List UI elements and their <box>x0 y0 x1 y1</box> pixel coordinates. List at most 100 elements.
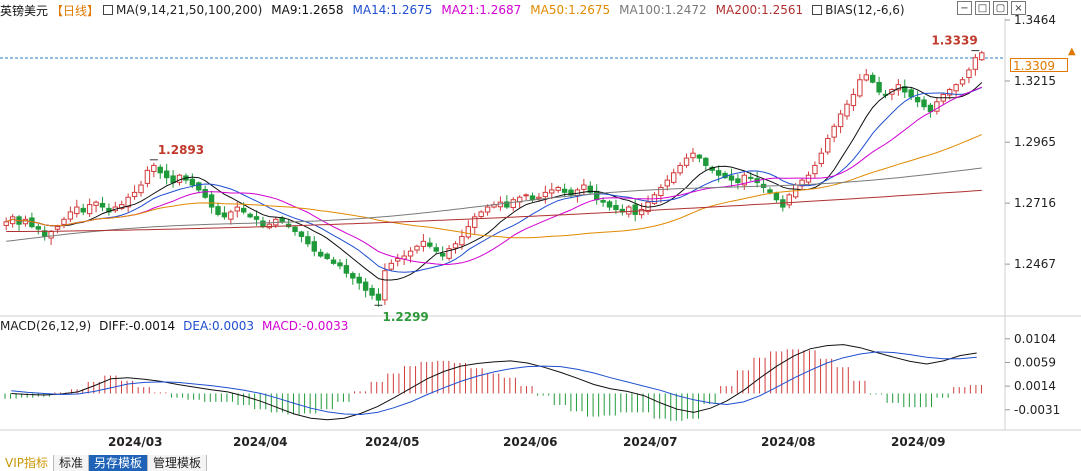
macd-dea: DEA:0.0003 <box>183 319 255 333</box>
candle-body <box>844 103 850 117</box>
candle-body <box>767 189 773 193</box>
ma100-line <box>6 167 982 242</box>
tab-standard[interactable]: 标准 <box>54 455 90 471</box>
bias-toggle-icon[interactable] <box>812 5 823 15</box>
candle-body <box>253 216 260 220</box>
period-selector[interactable]: 【日线】 <box>51 3 100 18</box>
candle-body <box>163 170 170 179</box>
candle-body <box>748 176 754 179</box>
candle-body <box>946 89 953 96</box>
candle-body <box>927 104 934 113</box>
candle-body <box>151 164 157 172</box>
macd-tick-label: 0.0059 <box>1014 355 1056 369</box>
candle-body <box>375 293 382 301</box>
candle-body <box>298 231 305 237</box>
jump-latest-icon[interactable]: ▲ <box>1068 46 1076 57</box>
ma-params[interactable]: MA(9,14,21,50,100,200) <box>116 3 263 17</box>
date-label: 2024/05 <box>365 435 419 449</box>
candle-body <box>420 240 427 247</box>
candle-body <box>953 84 959 92</box>
candle-body <box>131 191 138 198</box>
candle-body <box>119 204 125 209</box>
extreme-label: 1.2893 <box>158 143 204 157</box>
candle-body <box>407 250 414 257</box>
candle-body <box>202 189 208 198</box>
candle-body <box>318 251 324 257</box>
candle-body <box>330 259 337 264</box>
extreme-label: 1.2299 <box>382 310 428 324</box>
ma21-value: MA21:1.2687 <box>441 3 522 17</box>
tab-save-template[interactable]: 另存模板 <box>89 455 149 471</box>
candle-body <box>979 52 985 61</box>
date-label: 2024/04 <box>233 435 287 449</box>
candle-body <box>234 206 240 212</box>
price-tick-label: 1.2965 <box>1014 135 1056 149</box>
candle-body <box>221 212 228 218</box>
candle-body <box>395 257 401 262</box>
symbol-name: 英镑美元 <box>0 3 49 18</box>
close-icon[interactable]: × <box>1011 1 1026 15</box>
candle-body <box>683 157 690 166</box>
ma200-value: MA200:1.2561 <box>715 3 804 17</box>
candle-body <box>196 182 202 191</box>
macd-params[interactable]: MACD(26,12,9) <box>0 319 92 333</box>
candle-body <box>593 190 600 201</box>
restore-icon[interactable]: ▢ <box>993 1 1008 15</box>
candle-body <box>472 216 478 228</box>
ma50-value: MA50:1.2675 <box>530 3 611 17</box>
candle-body <box>523 194 529 197</box>
candle-body <box>247 213 253 218</box>
date-label: 2024/07 <box>623 435 677 449</box>
candle-body <box>638 209 645 216</box>
template-tabs: VIP指标 标准 另存模板 管理模板 <box>0 455 208 471</box>
maximize-icon[interactable]: □ <box>975 1 990 15</box>
candle-body <box>61 218 67 225</box>
indicator-toggle-icon[interactable] <box>103 5 114 15</box>
candle-body <box>465 226 472 238</box>
candle-body <box>446 248 452 259</box>
macd-header: MACD(26,12,9) DIFF:-0.0014 DEA:0.0003 MA… <box>0 319 356 333</box>
candle-body <box>741 174 748 186</box>
candle-body <box>934 101 940 112</box>
macd-tick-label: -0.0031 <box>1014 403 1060 417</box>
price-tick-label: 1.3215 <box>1014 74 1056 88</box>
candle-body <box>863 74 869 81</box>
candle-body <box>388 262 395 270</box>
candle-body <box>542 191 549 198</box>
extreme-label: 1.3339 <box>931 34 977 48</box>
macd-tick-label: 0.0014 <box>1014 379 1056 393</box>
price-tick-label: 1.2467 <box>1014 257 1056 271</box>
candle-body <box>414 245 420 251</box>
candle-body <box>715 170 722 176</box>
candle-body <box>837 113 844 128</box>
candle-body <box>600 200 606 203</box>
candle-body <box>914 96 921 103</box>
candle-body <box>728 175 735 181</box>
tab-manage-template[interactable]: 管理模板 <box>148 455 208 471</box>
indicator-header: 英镑美元 【日线】 MA(9,14,21,50,100,200) MA9:1.2… <box>0 2 914 18</box>
candle-body <box>857 79 863 97</box>
candle-body <box>260 220 266 228</box>
candle-body <box>812 164 818 175</box>
candle-body <box>311 241 317 252</box>
bias-params[interactable]: BIAS(12,-6,6) <box>825 3 905 17</box>
candle-body <box>626 206 632 215</box>
macd-diff-line <box>11 344 977 421</box>
candle-body <box>818 152 825 165</box>
candle-body <box>427 242 433 247</box>
candle-body <box>189 178 196 186</box>
candle-body <box>93 201 99 206</box>
minimize-icon[interactable]: − <box>957 1 972 15</box>
macd-tick-label: 0.0104 <box>1014 332 1056 346</box>
candle-body <box>215 206 221 215</box>
tab-vip-indicator[interactable]: VIP指标 <box>0 455 54 471</box>
candle-body <box>959 79 966 85</box>
candle-body <box>921 99 927 108</box>
candle-body <box>504 201 510 208</box>
macd-value: MACD:-0.0033 <box>262 319 349 333</box>
candle-body <box>606 201 613 208</box>
candle-body <box>324 253 330 259</box>
candle-body <box>972 57 979 70</box>
candle-body <box>362 281 369 291</box>
